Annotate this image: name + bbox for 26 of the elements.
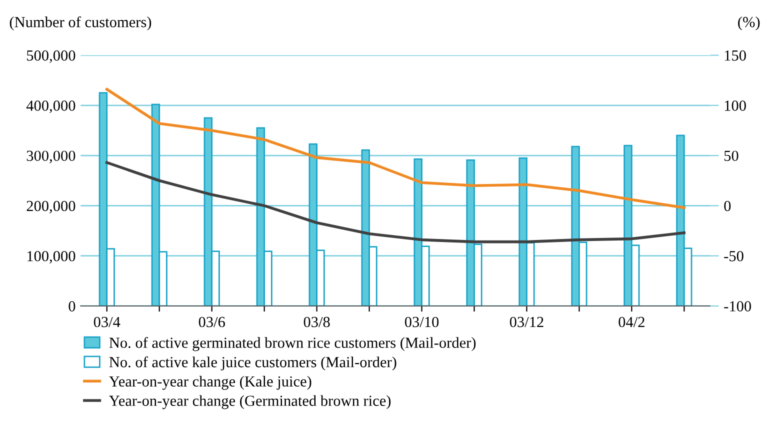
line-series: [105, 88, 686, 210]
x-tick-label: 03/6: [198, 316, 225, 328]
legend-label: Year-on-year change (Kale juice): [109, 376, 312, 390]
y-tick-label: 100,000: [27, 250, 76, 264]
x-tick-label: 03/8: [304, 316, 330, 328]
y-tick-label: 200,000: [26, 200, 76, 214]
legend-label: No. of active germinated brown rice customers (Mail-order): [109, 337, 476, 352]
y-tick-label: 0: [68, 301, 76, 312]
legend-label: No. of active kale juice customers (Mail-order): [109, 356, 396, 370]
y-tick-label: 300,000: [26, 150, 76, 164]
y2-tick-label: 0: [724, 200, 731, 212]
y2-axis-title: (%): [738, 16, 760, 30]
legend-label: Year-on-year change (Germinated brown rice): [109, 395, 391, 410]
x-tick-label: 03/4: [94, 316, 120, 328]
y-tick-label: 500,000: [27, 50, 76, 63]
y2-tick-label: 50: [724, 150, 738, 161]
x-tick-label: 03/10: [404, 316, 439, 328]
y-axis-title: (Number of customers): [10, 16, 152, 30]
line-series: [105, 161, 686, 244]
y-tick-label: 400,000: [26, 100, 76, 114]
y2-tick-label: 100: [724, 100, 746, 111]
y2-tick-label: 150: [724, 50, 746, 61]
y2-tick-label: -50: [724, 250, 744, 262]
x-tick-label: 04/2: [618, 316, 644, 328]
y2-tick-label: -100: [724, 301, 752, 312]
x-tick-label: 03/12: [510, 316, 544, 328]
